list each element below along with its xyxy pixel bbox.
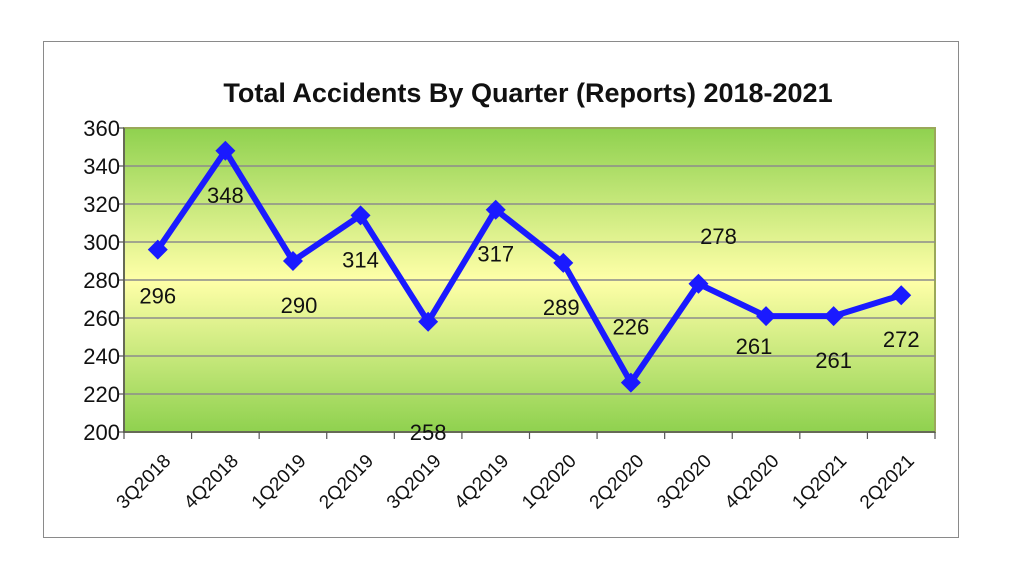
x-tick-label: 3Q2020	[653, 451, 716, 514]
x-tick-label: 4Q2020	[721, 451, 784, 514]
y-tick-label: 360	[83, 116, 120, 141]
data-label: 261	[736, 334, 773, 359]
data-label: 348	[207, 183, 244, 208]
data-point-marker	[823, 306, 844, 327]
series-line	[155, 147, 903, 386]
data-label: 289	[543, 295, 580, 320]
y-tick-label: 200	[83, 420, 120, 445]
data-label: 258	[410, 420, 447, 445]
x-tick-label: 4Q2018	[180, 451, 243, 514]
y-tick-label: 300	[83, 230, 120, 255]
data-point-marker	[350, 205, 371, 226]
y-tick-label: 280	[83, 268, 120, 293]
x-tick-label: 2Q2020	[586, 451, 649, 514]
y-tick-label: 240	[83, 344, 120, 369]
chart-title: Total Accidents By Quarter (Reports) 201…	[223, 78, 833, 108]
data-point-marker	[147, 239, 168, 260]
data-point-marker	[485, 199, 506, 220]
data-label: 317	[477, 242, 514, 267]
data-label: 278	[700, 224, 737, 249]
data-point-marker	[418, 311, 439, 332]
y-tick-label: 220	[83, 382, 120, 407]
x-tick-label: 1Q2020	[518, 451, 581, 514]
x-tick-label: 1Q2021	[788, 451, 851, 514]
data-point-marker	[688, 273, 709, 294]
data-label: 290	[281, 293, 318, 318]
x-tick-label: 4Q2019	[451, 451, 514, 514]
data-point-marker	[282, 251, 303, 271]
y-tick-label: 340	[83, 154, 120, 179]
data-label: 296	[139, 284, 176, 309]
y-tick-label: 320	[83, 192, 120, 217]
data-point-marker	[215, 140, 236, 161]
data-label: 314	[342, 247, 379, 272]
x-tick-label: 1Q2019	[248, 451, 311, 514]
data-label: 272	[883, 327, 920, 352]
x-tick-label: 2Q2019	[315, 451, 378, 514]
data-point-marker	[756, 306, 777, 327]
data-point-marker	[891, 285, 912, 306]
x-tick-label: 3Q2018	[113, 451, 176, 514]
data-label: 261	[815, 348, 852, 373]
data-label: 226	[613, 315, 650, 340]
x-tick-label: 3Q2019	[383, 451, 446, 514]
y-tick-label: 260	[83, 306, 120, 331]
data-point-marker	[620, 372, 641, 393]
x-tick-label: 2Q2021	[856, 451, 919, 514]
data-point-marker	[553, 252, 574, 273]
